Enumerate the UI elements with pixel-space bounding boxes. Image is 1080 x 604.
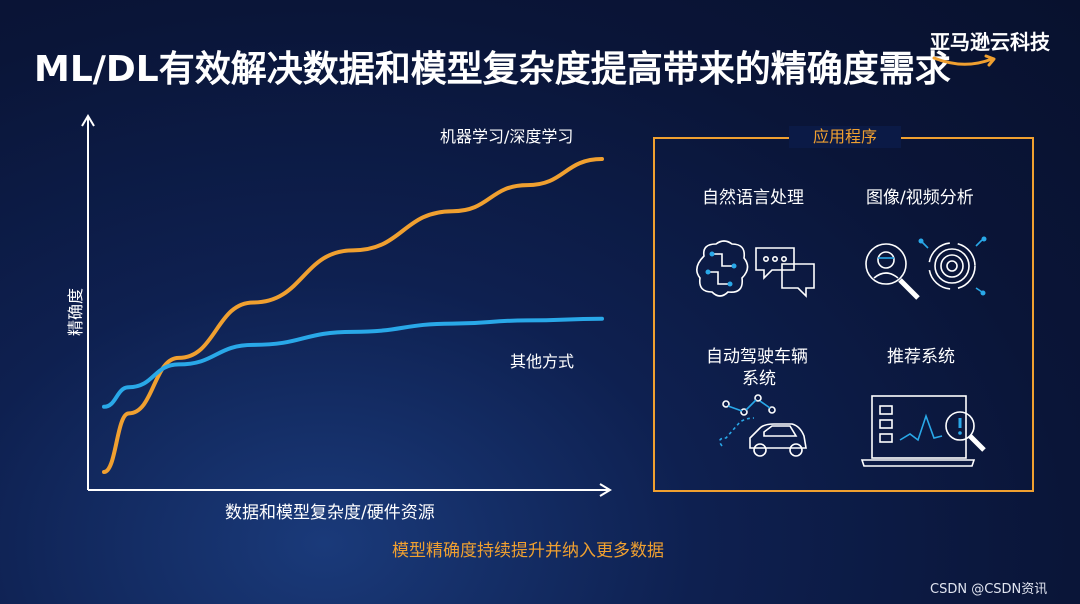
- series-line-other: [102, 316, 604, 409]
- x-axis-arrow: [599, 483, 612, 497]
- footer-caption: 模型精确度持续提升并纳入更多数据: [392, 541, 664, 561]
- brain-chat-icon: [696, 240, 815, 298]
- series-line-ml-dl: [102, 157, 604, 474]
- y-axis-arrow: [81, 114, 95, 127]
- amazon-smile-icon: [932, 54, 996, 67]
- page-title: ML/DL有效解决数据和模型复杂度提高带来的精确度需求: [34, 49, 951, 90]
- car-route-icon: [718, 394, 807, 457]
- brand-name: 亚马逊云科技: [930, 30, 1050, 54]
- applications-header: 应用程序: [789, 126, 901, 148]
- dashboard-search-icon: [860, 395, 986, 467]
- watermark: CSDN @CSDN资讯: [930, 582, 1048, 597]
- series-label-ml: 机器学习/深度学习: [440, 127, 574, 146]
- app-label-recommend: 推荐系统: [887, 347, 955, 367]
- app-label-autonomous-line2: 系统: [742, 369, 776, 389]
- face-fingerprint-icon: [865, 236, 987, 300]
- y-axis-label: 精确度: [66, 288, 85, 337]
- app-label-nlp: 自然语言处理: [702, 188, 804, 208]
- brand-logo: 亚马逊云科技: [930, 24, 1060, 74]
- app-label-autonomous-line1: 自动驾驶车辆: [706, 347, 808, 367]
- series-label-other: 其他方式: [510, 352, 575, 371]
- x-axis-label: 数据和模型复杂度/硬件资源: [225, 503, 435, 523]
- app-label-vision: 图像/视频分析: [866, 188, 974, 208]
